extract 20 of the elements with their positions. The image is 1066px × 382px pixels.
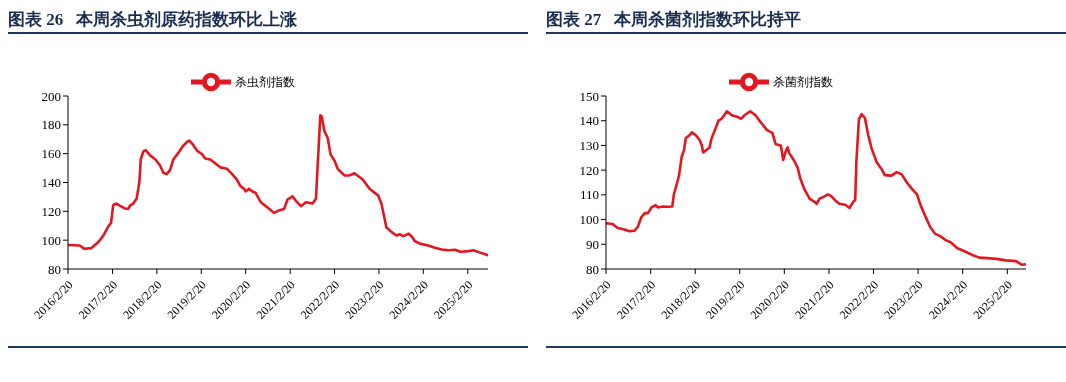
line-series (68, 114, 488, 257)
y-tick-label: 150 (579, 88, 599, 104)
y-tick-label: 90 (586, 236, 599, 252)
legend-label: 杀菌剂指数 (773, 74, 833, 89)
y-tick-label: 110 (579, 187, 599, 203)
y-tick-label: 140 (41, 175, 61, 191)
y-tick-label: 80 (48, 261, 61, 277)
y-tick-label: 160 (41, 146, 61, 162)
y-tick-label: 180 (41, 117, 61, 133)
chart-title: 图表 26 本周杀虫剂原药指数环比上涨 (8, 8, 528, 34)
y-tick-label: 200 (41, 88, 61, 104)
chart-title: 图表 27 本周杀菌剂指数环比持平 (546, 8, 1066, 34)
y-tick-label: 130 (579, 138, 599, 154)
y-tick-label: 120 (41, 203, 61, 219)
y-tick-label: 100 (41, 232, 61, 248)
y-tick-label: 140 (579, 113, 599, 129)
y-tick-label: 80 (586, 261, 599, 277)
y-tick-label: 120 (579, 162, 599, 178)
legend-label: 杀虫剂指数 (235, 74, 295, 89)
y-tick-label: 100 (579, 212, 599, 228)
